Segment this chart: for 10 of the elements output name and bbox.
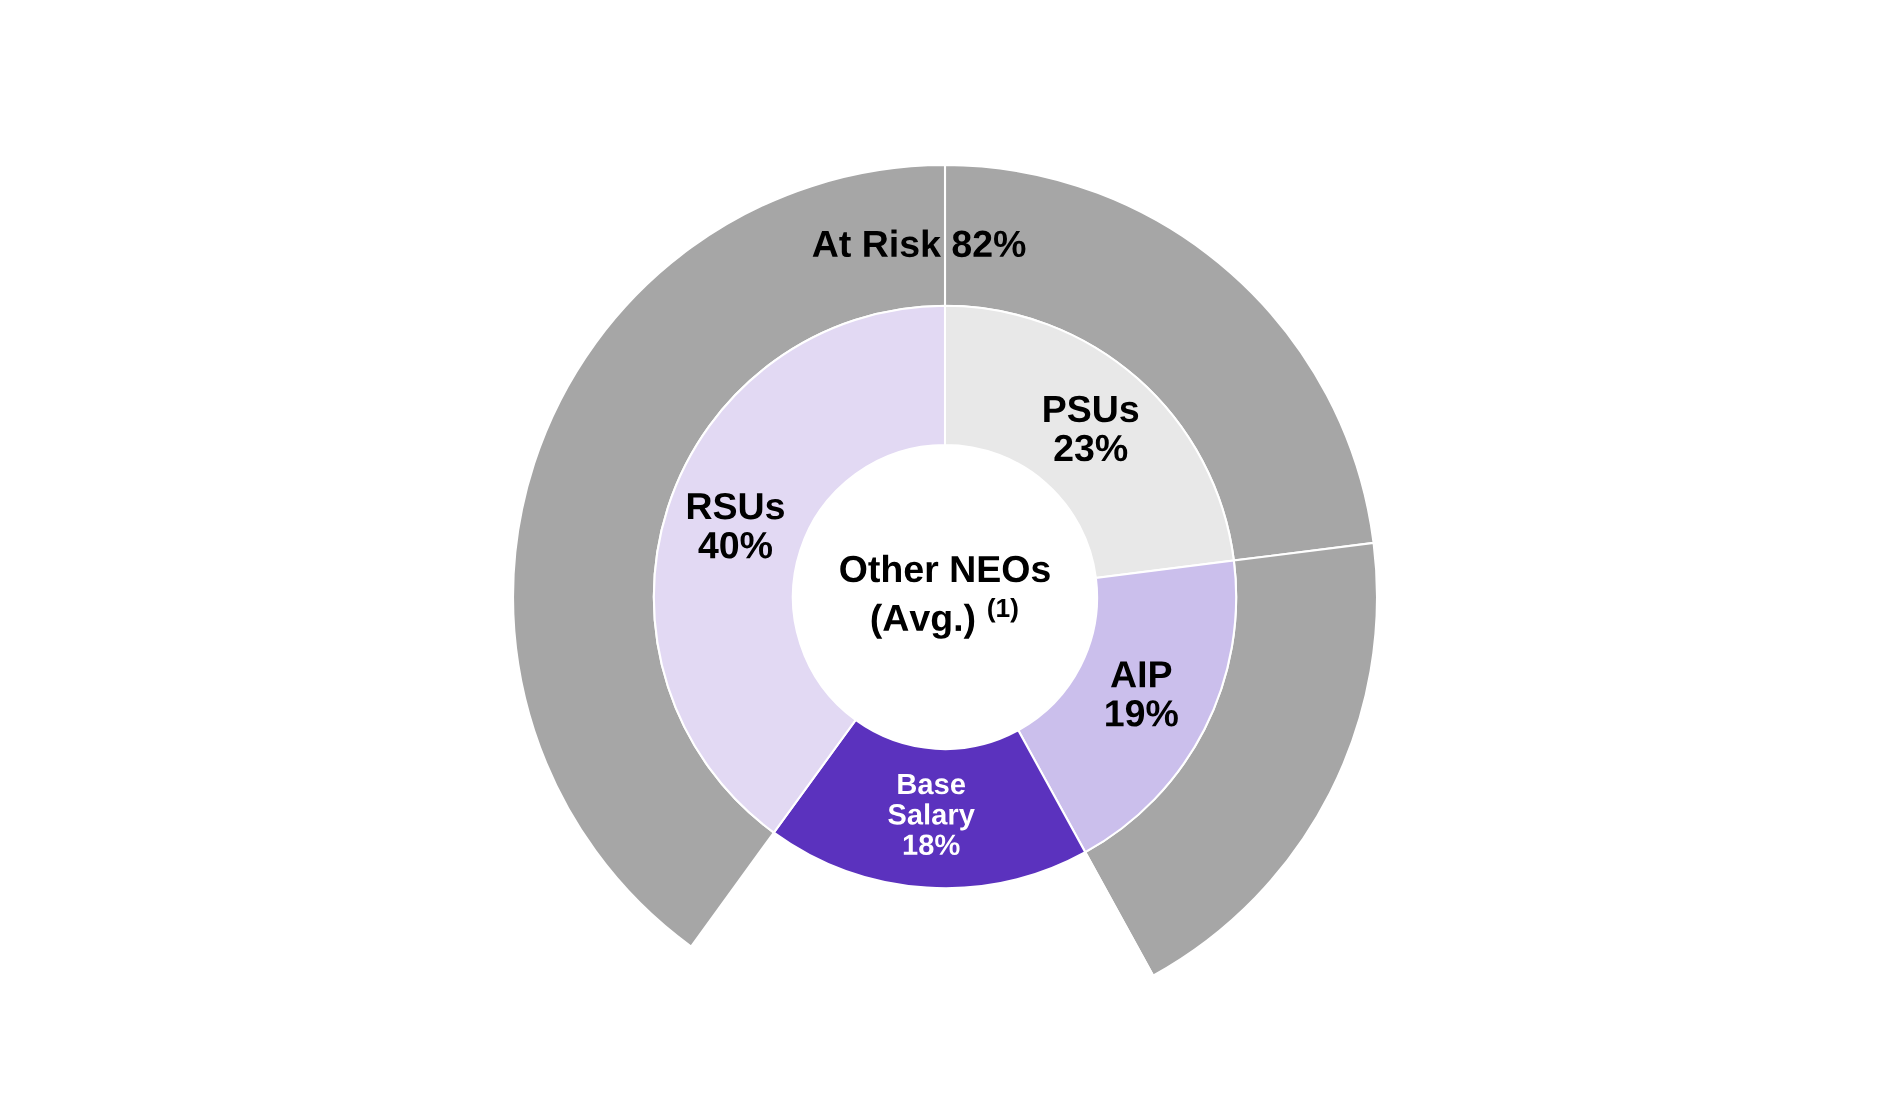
data-label: 19% [1106,700,1178,727]
data-label: 40% [698,531,772,559]
text: At Risk 82% [812,229,1026,258]
data-label: 18% [903,834,960,856]
slice-label: AIP [1110,661,1172,688]
slice-label: Base Salary [888,774,975,831]
slice-label: PSUs [1044,395,1139,423]
data-label: 23% [1054,434,1128,462]
slice-label: RSUs [687,492,784,520]
text: Other NEOs (Avg.) $^{(1)}$ [840,554,1050,639]
